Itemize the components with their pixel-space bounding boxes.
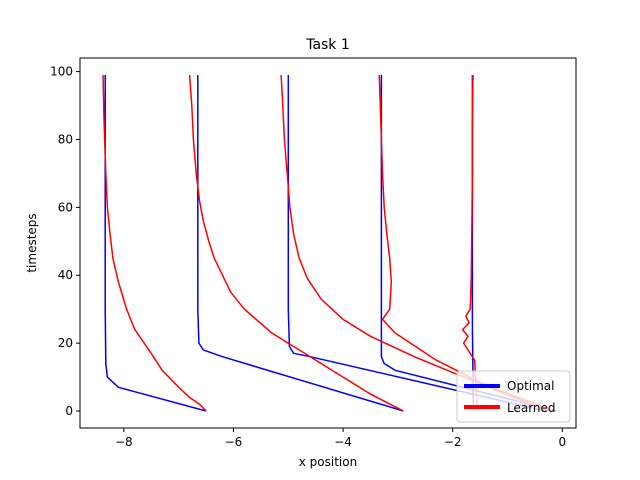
series-line-optimal-4 [380, 75, 557, 412]
y-axis-title: timesteps [25, 213, 39, 272]
y-tick-label: 60 [58, 200, 73, 214]
series-line-learned-4 [378, 74, 549, 412]
y-tick-label: 40 [58, 268, 73, 282]
y-tick-label: 100 [50, 65, 73, 79]
legend: Optimal Learned [456, 370, 571, 423]
series-line-optimal-3 [287, 75, 547, 412]
x-tick-label: −2 [444, 435, 462, 449]
y-axis: 0 20 40 60 80 100 [50, 65, 80, 418]
y-tick-label: 80 [58, 132, 73, 146]
series-line-learned-5 [461, 74, 479, 412]
legend-box [456, 370, 571, 423]
plot-frame [79, 57, 577, 429]
series-line-learned-1 [102, 74, 207, 412]
chart-title: Task 1 [305, 37, 350, 53]
y-tick-label: 20 [58, 336, 73, 350]
legend-label-learned: Learned [507, 401, 556, 415]
y-tick-label: 0 [65, 404, 73, 418]
x-axis: −8 −6 −4 −2 0 [115, 428, 566, 449]
series-line-optimal-1 [104, 75, 207, 412]
series-line-learned-2 [188, 74, 404, 412]
series-line-learned-3 [280, 74, 555, 412]
x-tick-label: −6 [225, 435, 243, 449]
x-tick-label: −8 [115, 435, 133, 449]
x-tick-label: 0 [558, 435, 566, 449]
x-tick-label: −4 [334, 435, 352, 449]
series-line-optimal-2 [197, 75, 404, 412]
legend-label-optimal: Optimal [507, 379, 554, 393]
plot-lines [102, 74, 557, 412]
x-axis-title: x position [299, 455, 357, 469]
